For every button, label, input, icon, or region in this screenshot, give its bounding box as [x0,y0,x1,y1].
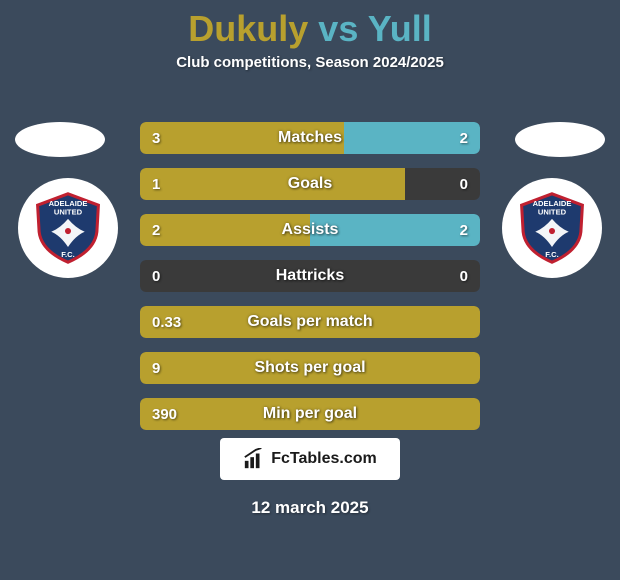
stat-label: Min per goal [140,398,480,430]
badge-inner: ADELAIDE UNITED F.C. [30,190,106,266]
svg-text:F.C.: F.C. [545,250,559,259]
stat-label: Matches [140,122,480,154]
shield-icon: ADELAIDE UNITED F.C. [30,190,106,266]
date-text: 12 march 2025 [0,498,620,518]
stat-row: 22Assists [140,214,480,246]
chart-icon [243,448,265,470]
page-title: Dukuly vs Yull [0,0,620,50]
player-photo-left [15,122,105,157]
stat-row: 390Min per goal [140,398,480,430]
stat-row: 00Hattricks [140,260,480,292]
badge-circle: ADELAIDE UNITED F.C. [502,178,602,278]
svg-text:UNITED: UNITED [538,207,567,216]
brand-text: FcTables.com [271,450,377,468]
stat-label: Shots per goal [140,352,480,384]
stats-area: 32Matches 10Goals 22Assists 00Hattricks 0.33… [140,122,480,444]
stat-label: Hattricks [140,260,480,292]
stat-row: 10Goals [140,168,480,200]
club-badge-left: ADELAIDE UNITED F.C. [18,178,118,278]
stat-label: Assists [140,214,480,246]
stat-row: 32Matches [140,122,480,154]
subtitle: Club competitions, Season 2024/2025 [0,54,620,71]
shield-icon: ADELAIDE UNITED F.C. [514,190,590,266]
title-vs: vs [318,8,367,49]
stat-label: Goals per match [140,306,480,338]
stat-row: 0.33Goals per match [140,306,480,338]
title-right-name: Yull [368,8,432,49]
infographic-container: Dukuly vs Yull Club competitions, Season… [0,0,620,580]
badge-circle: ADELAIDE UNITED F.C. [18,178,118,278]
stat-label: Goals [140,168,480,200]
brand-logo: FcTables.com [220,438,400,480]
stat-row: 9Shots per goal [140,352,480,384]
svg-text:F.C.: F.C. [61,250,75,259]
title-left-name: Dukuly [188,8,308,49]
club-badge-right: ADELAIDE UNITED F.C. [502,178,602,278]
badge-inner: ADELAIDE UNITED F.C. [514,190,590,266]
player-photo-right [515,122,605,157]
svg-text:UNITED: UNITED [54,207,83,216]
